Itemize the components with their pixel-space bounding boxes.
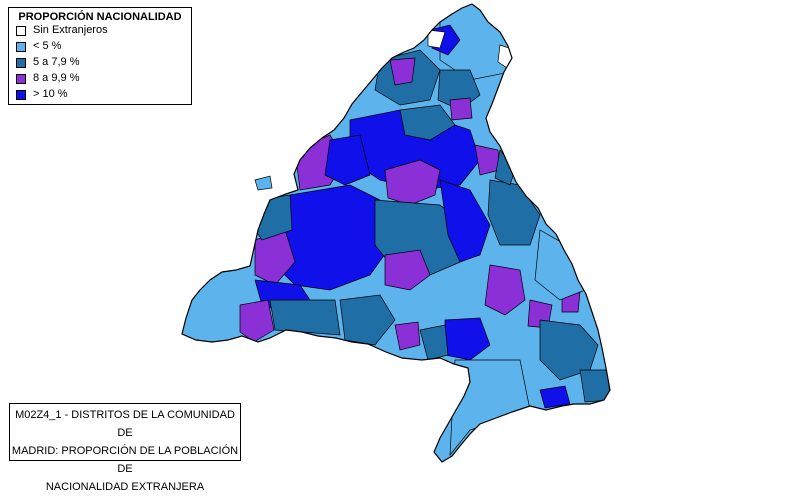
district-se-blue [539,385,571,409]
caption-line: M02Z4_1 - DISTRITOS DE LA COMUNIDAD DE [15,409,235,439]
district-west-blue-b [324,134,371,186]
district-se-dark-b [579,369,610,403]
district-sw-purple [239,299,275,343]
district-center-north-b [399,104,456,141]
legend-label: 5 a 7,9 % [33,56,80,68]
legend-swatch [16,26,26,36]
region-map [181,3,611,463]
district-purple-center [384,159,441,206]
district-north-b [389,57,416,86]
district-south-dark-b [339,294,396,346]
legend-label: 8 a 9,9 % [33,72,80,84]
map-caption: M02Z4_1 - DISTRITOS DE LA COMUNIDAD DE M… [9,403,241,493]
district-south-dark [419,324,449,361]
district-north-e [449,97,473,121]
district-north-white [427,29,446,49]
caption-line: MADRID: PROPORCIÓN DE LA POBLACIÓN DE [11,445,239,475]
legend-item-5-7: 5 a 7,9 % [9,55,191,71]
legend-item-sin-extranjeros: Sin Extranjeros [9,23,191,39]
legend-label: Sin Extranjeros [33,24,108,36]
legend-title: PROPORCIÓN NACIONALIDAD [18,11,182,23]
legend: PROPORCIÓN NACIONALIDAD Sin Extranjeros … [8,7,192,105]
legend-swatch [16,90,26,100]
legend-label: < 5 % [33,40,62,52]
region-outline [181,3,611,463]
district-center-purple [384,249,431,291]
legend-item-8-9: 8 a 9,9 % [9,71,191,87]
district-center-blue [439,179,491,263]
district-east-dark [487,179,541,246]
district-sw-dark [269,299,341,336]
enclave-west [254,175,273,191]
caption-line: NACIONALIDAD EXTRANJERA [45,481,205,493]
district-south-purple [394,321,421,351]
legend-swatch [16,58,26,68]
legend-swatch [16,74,26,84]
district-east-purple [484,264,526,316]
legend-swatch [16,42,26,52]
legend-item-gt10: > 10 % [9,87,191,103]
legend-item-lt5: < 5 % [9,39,191,55]
legend-label: > 10 % [33,88,68,100]
